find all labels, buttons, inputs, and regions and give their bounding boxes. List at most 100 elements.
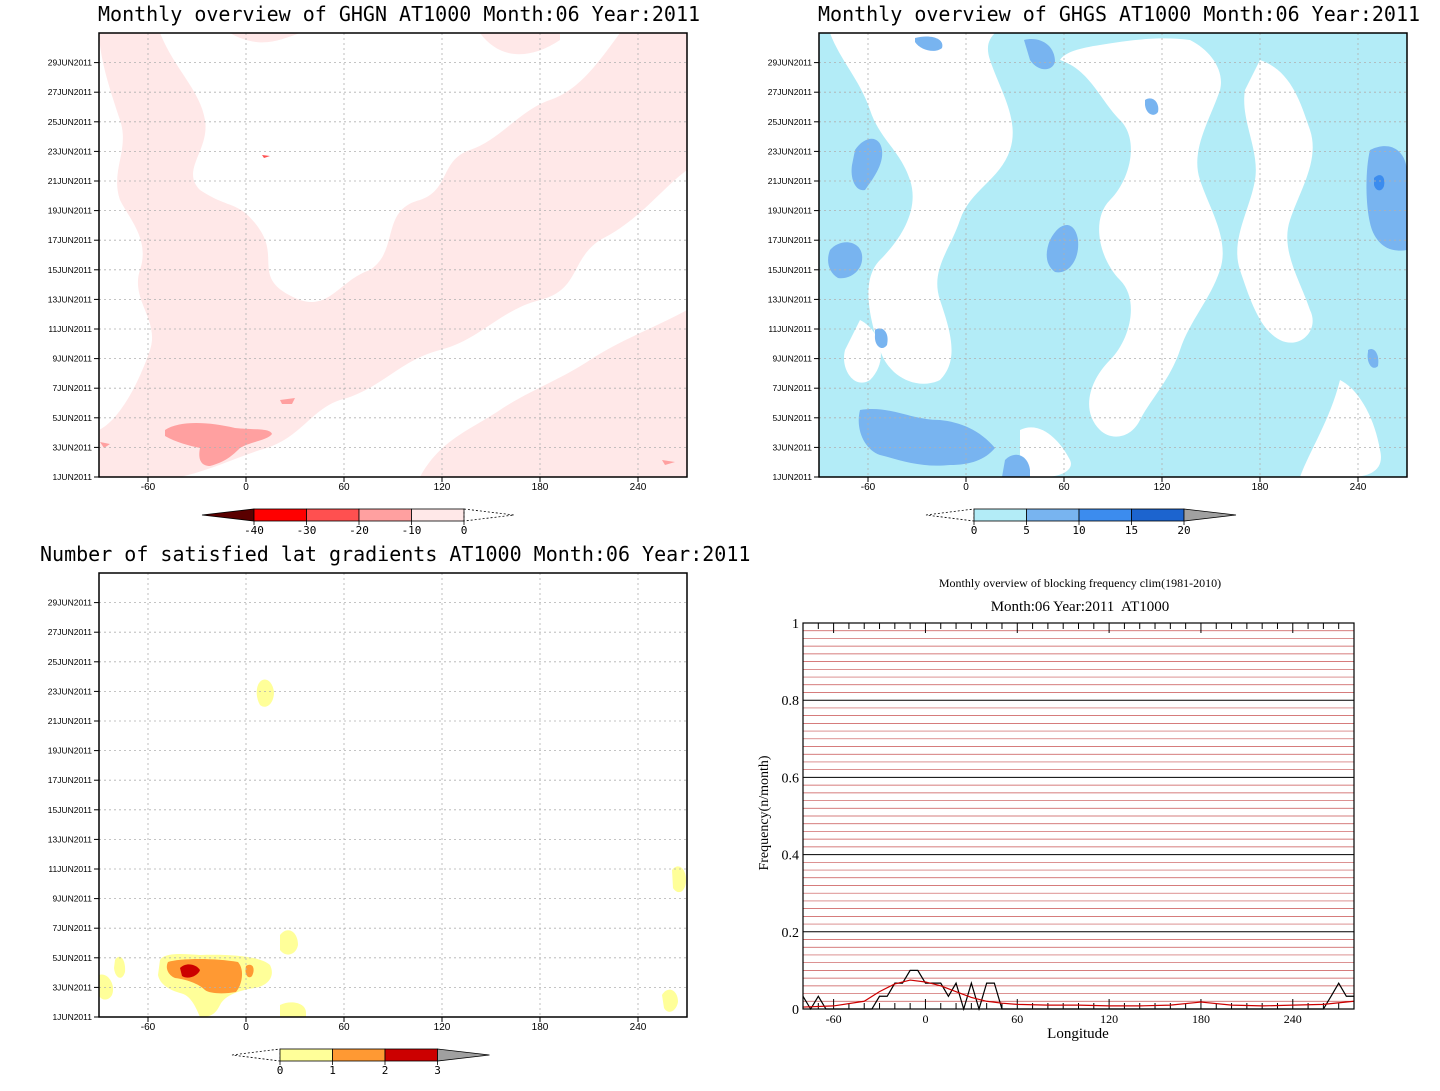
- blocking-tick-label-y: 0: [792, 1003, 799, 1018]
- sat-contour-1: [99, 974, 114, 1000]
- ghgn-tick-label-y: 27JUN2011: [48, 87, 93, 97]
- satisfied-colorbar-segment: [384, 1048, 438, 1062]
- ghgs-contour-medium: [874, 328, 888, 349]
- satisfied-colorbar-arrow-right: [437, 1048, 490, 1062]
- ghgs-tick-label-y: 13JUN2011: [768, 294, 813, 304]
- satisfied-field: [99, 679, 686, 1017]
- ghgs-tick-label-x: -60: [861, 482, 876, 493]
- blocking-tick-label-y: 1: [792, 617, 799, 632]
- ghgs-tick-label-x: 120: [1154, 482, 1171, 493]
- ghgs-tick-label-x: 240: [1350, 482, 1367, 493]
- ghgn-tick-label-y: 7JUN2011: [52, 383, 92, 393]
- ghgs-colorbar-label: 20: [1177, 524, 1190, 537]
- ghgs-colorbar-label: 0: [971, 524, 978, 537]
- blocking-tick-label-y: 0.6: [782, 771, 800, 786]
- ghgn-tick-label-y: 21JUN2011: [48, 176, 93, 186]
- ghgs-contour-white: [830, 33, 1013, 384]
- sat-contour-1: [280, 930, 298, 955]
- satisfied-colorbar-label: 1: [329, 1064, 336, 1077]
- ghgn-contour-light: [230, 33, 300, 43]
- sat-contour-1: [256, 679, 274, 707]
- blocking-tick-label-y: 0.2: [782, 926, 800, 941]
- ghgs-contour-medium: [1046, 225, 1079, 273]
- blocking-subtitle: Month:06 Year:2011 AT1000: [990, 599, 1170, 615]
- ghgn-colorbar-label: 0: [461, 524, 468, 537]
- blocking-frame: [802, 622, 1355, 1010]
- ghgs-frame: [818, 32, 1408, 478]
- blocking-tick-label-x: 0: [922, 1012, 928, 1026]
- satisfied-colorbar-arrow-left: [231, 1048, 281, 1062]
- ghgn-tick-label-y: 23JUN2011: [48, 146, 93, 156]
- sat-contour-3: [180, 964, 200, 978]
- ghgs-colorbar-segment: [973, 508, 1027, 522]
- sat-tick-label-x: -60: [141, 1022, 156, 1033]
- ghgn-colorbar-label: -40: [244, 524, 264, 537]
- ghgs-tick-label-y: 5JUN2011: [772, 413, 812, 423]
- ghgs-tick-label-y: 9JUN2011: [772, 354, 812, 364]
- ghgn-contour-medium: [280, 398, 295, 404]
- blocking-tick-label-x: 60: [1011, 1012, 1023, 1026]
- ghgn-tick-label-y: 9JUN2011: [52, 354, 92, 364]
- ghgs-contour-medium: [858, 408, 995, 466]
- sat-tick-label-y: 15JUN2011: [48, 805, 93, 815]
- ghgs-contour-medium: [1145, 98, 1159, 115]
- sat-contour-1: [114, 956, 126, 978]
- sat-tick-label-y: 11JUN2011: [48, 864, 92, 874]
- ghgn-tick-label-y: 17JUN2011: [48, 235, 93, 245]
- ghgn-tick-label-y: 3JUN2011: [52, 442, 92, 452]
- satisfied-title: Number of satisfied lat gradients AT1000…: [40, 542, 751, 566]
- ghgn-contour-light: [480, 33, 560, 55]
- dynamic-layer: -60 0 60 120 180 2401JUN20113JUN20115JUN20117…: [48, 32, 1408, 1077]
- sat-tick-label-y: 21JUN2011: [48, 716, 93, 726]
- ghgs-contour-white: [1020, 427, 1071, 477]
- ghgs-contour-strong: [1374, 175, 1385, 191]
- blocking-tick-label-x: 240: [1284, 1012, 1302, 1026]
- ghgs-contour-medium: [915, 36, 943, 51]
- ghgs-tick-label-y: 1JUN2011: [772, 472, 812, 482]
- ghgs-title: Monthly overview of GHGS AT1000 Month:06…: [818, 2, 1421, 26]
- satisfied-colorbar-segment: [279, 1048, 333, 1062]
- satisfied-colorbar-label: 0: [277, 1064, 284, 1077]
- ghgs-contour-medium: [1366, 146, 1407, 251]
- satisfied-colorbar-label: 3: [434, 1064, 441, 1077]
- ghgs-contour-white: [1237, 60, 1313, 343]
- ghgn-field: [99, 33, 687, 477]
- sat-tick-label-y: 25JUN2011: [48, 657, 93, 667]
- ghgs-colorbar-segment: [1131, 508, 1185, 522]
- sat-contour-2: [245, 964, 254, 978]
- ghgn-frame: [98, 32, 688, 478]
- blocking-tick-label-x: -60: [826, 1012, 842, 1026]
- sat-tick-label-x: 120: [434, 1022, 451, 1033]
- sat-tick-label-y: 7JUN2011: [52, 923, 92, 933]
- sat-tick-label-y: 3JUN2011: [52, 982, 92, 992]
- ghgs-colorbar-arrow-left: [925, 508, 975, 522]
- ghgs-tick-label-y: 15JUN2011: [768, 265, 813, 275]
- ghgn-tick-label-x: 240: [630, 482, 647, 493]
- ghgs-colorbar-segment: [1078, 508, 1132, 522]
- ghgs-tick-label-y: 25JUN2011: [768, 117, 813, 127]
- ghgs-colorbar-segment: [1026, 508, 1080, 522]
- blocking-xlabel: Longitude: [1047, 1026, 1109, 1042]
- sat-tick-label-y: 29JUN2011: [48, 598, 93, 608]
- ghgn-colorbar-segment: [411, 508, 465, 522]
- ghgn-contour-light: [420, 310, 687, 477]
- blocking-tick-label-y: 0.8: [782, 694, 800, 709]
- sat-contour-1: [662, 989, 678, 1012]
- sat-tick-label-x: 180: [532, 1022, 549, 1033]
- ghgn-colorbar-segment: [306, 508, 360, 522]
- sat-tick-label-y: 5JUN2011: [52, 953, 92, 963]
- ghgn-title: Monthly overview of GHGN AT1000 Month:06…: [98, 2, 701, 26]
- ghgs-tick-label-y: 27JUN2011: [768, 87, 813, 97]
- ghgn-tick-label-y: 29JUN2011: [48, 58, 93, 68]
- ghgn-colorbar-segment: [358, 508, 412, 522]
- blocking-title: Monthly overview of blocking frequency c…: [938, 576, 1222, 590]
- ghgn-tick-label-y: 1JUN2011: [52, 472, 92, 482]
- ghgs-colorbar-label: 10: [1072, 524, 1085, 537]
- ghgs-colorbar-label: 15: [1125, 524, 1138, 537]
- sat-frame: [98, 572, 688, 1018]
- ghgs-contour-medium: [828, 242, 863, 279]
- ghgn-tick-label-y: 15JUN2011: [48, 265, 93, 275]
- ghgs-tick-label-y: 29JUN2011: [768, 58, 813, 68]
- ghgn-tick-label-x: 0: [243, 482, 249, 493]
- ghgs-tick-label-y: 7JUN2011: [772, 383, 812, 393]
